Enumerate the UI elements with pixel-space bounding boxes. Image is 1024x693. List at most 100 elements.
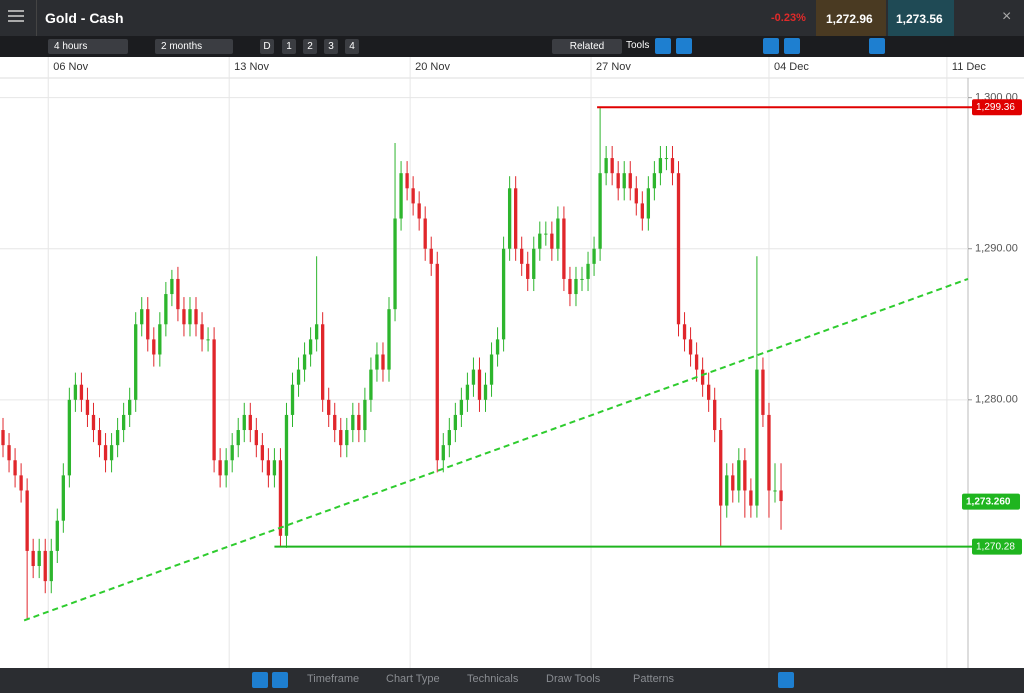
candle-body (357, 414, 361, 431)
candle-body (526, 263, 530, 279)
last-price-label: 1,273.260 (966, 496, 1011, 507)
candle-body (459, 399, 464, 415)
tool-icon[interactable] (676, 38, 692, 54)
candle-body (417, 203, 421, 219)
candle-body (604, 158, 608, 174)
related-button[interactable]: Related (552, 39, 622, 54)
candle-body (622, 173, 626, 189)
sell-box[interactable]: 1,272.96 (816, 0, 886, 36)
x-tick-label: 04 Dec (774, 61, 809, 73)
footer-tab[interactable]: Timeframe (307, 673, 360, 685)
x-tick-label: 27 Nov (596, 61, 631, 73)
footer-icon[interactable] (272, 672, 288, 688)
period-button[interactable]: 2 (303, 39, 317, 54)
last-price-tag (962, 493, 1020, 510)
level-tag (972, 538, 1022, 555)
candle-body (19, 475, 23, 491)
sell-price: 1,272.96 (826, 12, 873, 26)
footer-tab[interactable]: Chart Type (386, 673, 440, 685)
tool-icon[interactable] (869, 38, 885, 54)
candle-body (556, 218, 560, 249)
candle-body (664, 158, 669, 160)
candle-body (568, 278, 572, 295)
candle-body (242, 414, 246, 431)
candle-body (266, 460, 271, 476)
candle-body (109, 445, 114, 461)
period-button[interactable]: 3 (324, 39, 338, 54)
footer-tab[interactable]: Draw Tools (546, 673, 601, 685)
candle-body (688, 339, 693, 355)
candle-body (61, 475, 65, 521)
candle-body (731, 475, 735, 491)
instrument-title: Gold - Cash (45, 10, 124, 26)
candle-body (719, 430, 723, 506)
x-tick-label: 06 Nov (53, 61, 88, 73)
candle-body (290, 384, 295, 415)
candle-body (49, 550, 53, 582)
candle-body (562, 218, 566, 279)
candle-body (13, 460, 17, 476)
candle-body (296, 369, 301, 385)
candle-body (55, 520, 59, 551)
y-tick-label: 1,280.00 (975, 394, 1018, 406)
footer-tab[interactable]: Technicals (467, 673, 519, 685)
candle-body (91, 414, 96, 431)
candle-body (670, 158, 675, 174)
candle-body (302, 354, 307, 370)
candle-body (749, 490, 753, 506)
candle-body (773, 490, 777, 492)
menu-icon[interactable] (8, 10, 24, 12)
candle-body (176, 278, 180, 310)
footer-icon[interactable] (252, 672, 268, 688)
candle-body (73, 384, 78, 400)
candle-body (381, 354, 385, 370)
candle-body (218, 460, 222, 476)
candle-body (694, 354, 699, 370)
candle-body (115, 430, 120, 446)
x-tick-label: 20 Nov (415, 61, 450, 73)
candle-body (574, 278, 578, 295)
candle-body (700, 369, 705, 385)
close-icon[interactable]: × (1002, 8, 1012, 25)
candle-body (170, 278, 174, 295)
footer-icon[interactable] (778, 672, 794, 688)
candle-body (532, 248, 536, 279)
candle-body (634, 188, 638, 204)
tool-icon[interactable] (655, 38, 671, 54)
candle-body (737, 460, 741, 491)
period-button[interactable]: D (260, 39, 274, 54)
candle-body (435, 263, 439, 461)
buy-box[interactable]: 1,273.56 (888, 0, 954, 36)
tool-icon[interactable] (784, 38, 800, 54)
candle-body (598, 173, 602, 249)
range-select[interactable]: 2 months (155, 39, 233, 54)
candle-body (375, 354, 379, 370)
footer-tab[interactable]: Patterns (633, 673, 674, 685)
period-button[interactable]: 1 (282, 39, 296, 54)
candle-body (652, 173, 657, 189)
date-axis (0, 57, 1024, 78)
candle-body (761, 369, 765, 415)
candle-body (25, 490, 29, 551)
level-label: 1,299.36 (976, 102, 1015, 113)
candle-body (308, 339, 313, 355)
candle-body (471, 369, 476, 385)
candle-body (465, 384, 470, 400)
candle-body (682, 324, 687, 340)
candle-body (586, 263, 590, 279)
x-tick-label: 11 Dec (952, 61, 987, 73)
period-button[interactable]: 4 (345, 39, 359, 54)
candle-body (31, 550, 35, 567)
candle-body (206, 339, 210, 341)
x-tick-label: 13 Nov (234, 61, 269, 73)
candle-body (743, 460, 747, 491)
candle-body (230, 445, 234, 461)
candle-body (284, 414, 289, 536)
tool-icon[interactable] (763, 38, 779, 54)
interval-select[interactable]: 4 hours (48, 39, 128, 54)
level-label: 1,270.28 (976, 541, 1015, 552)
candle-body (224, 460, 228, 476)
candle-body (707, 384, 711, 400)
candle-body (67, 399, 72, 476)
candle-body (755, 369, 759, 506)
